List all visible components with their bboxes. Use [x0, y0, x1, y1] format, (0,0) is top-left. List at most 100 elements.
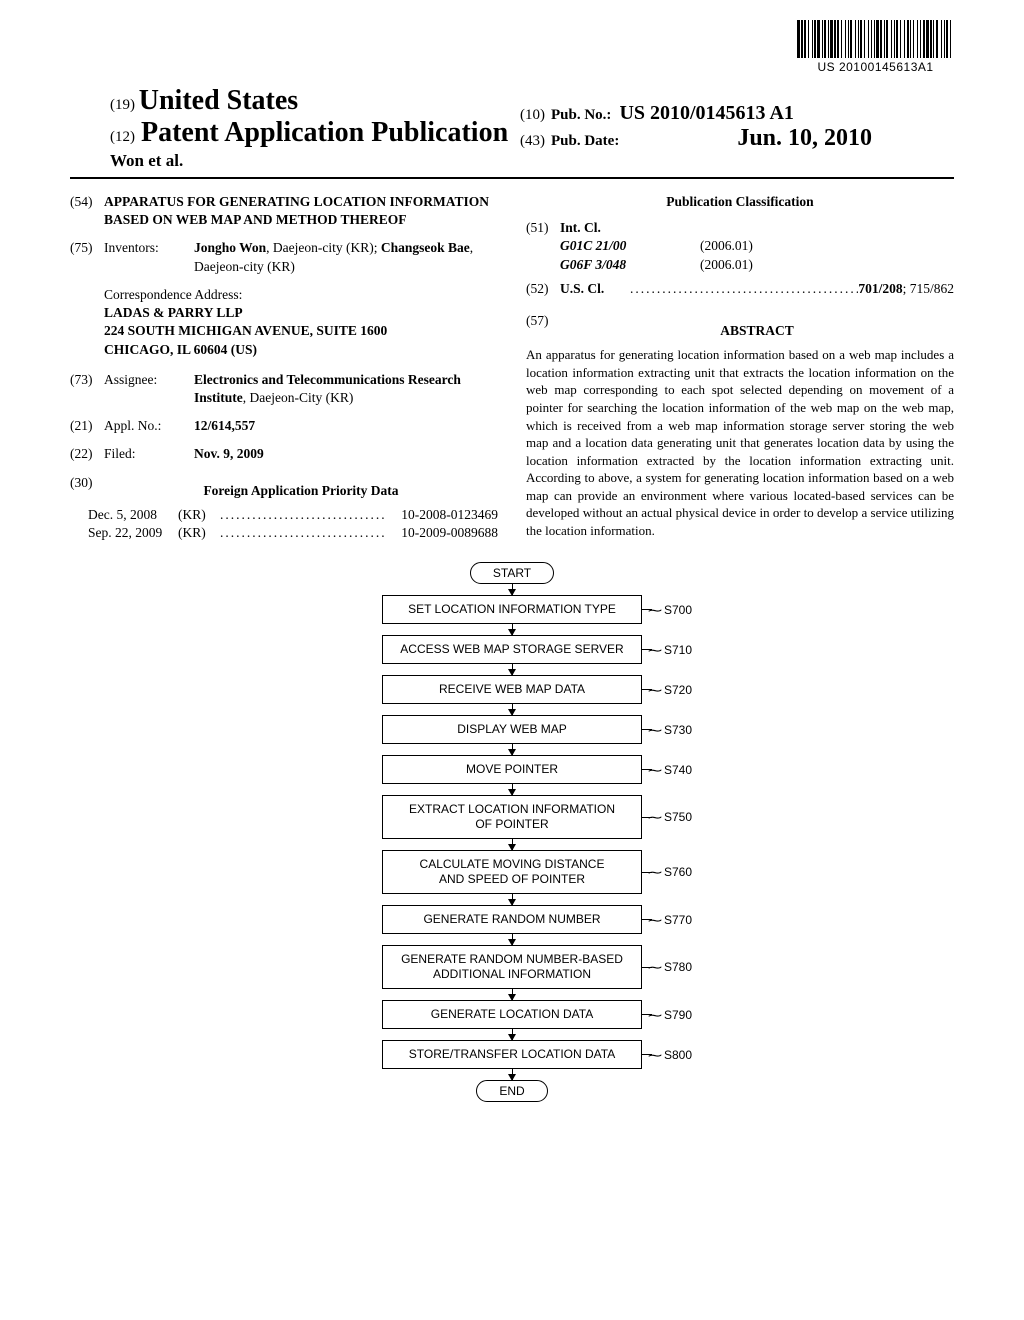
authors: Won et al.: [70, 151, 954, 171]
flow-arrow: [512, 1069, 513, 1080]
flow-terminal: END: [476, 1080, 547, 1102]
intcl-block: G01C 21/00(2006.01)G06F 3/048(2006.01): [560, 237, 954, 273]
flow-step-row: GENERATE LOCATION DATA ⁓S790: [282, 1000, 742, 1029]
flow-terminal: START: [470, 562, 554, 584]
code-54: (54): [70, 193, 104, 229]
flowchart: START SET LOCATION INFORMATION TYPE ⁓S700 A…: [70, 562, 954, 1102]
flow-step-box: RECEIVE WEB MAP DATA: [382, 675, 642, 704]
code-75: (75): [70, 239, 104, 275]
code-30: (30): [70, 474, 104, 506]
flow-step-box: MOVE POINTER: [382, 755, 642, 784]
flow-step-label: ⁓S730: [648, 723, 692, 737]
applno-value: 12/614,557: [194, 417, 498, 435]
flow-step-label: ⁓S760: [648, 865, 692, 879]
flow-step-box: GENERATE LOCATION DATA: [382, 1000, 642, 1029]
code-52: (52): [526, 280, 560, 298]
code-21: (21): [70, 417, 104, 435]
pub-date-label: Pub. Date:: [551, 133, 619, 150]
flow-step-row: STORE/TRANSFER LOCATION DATA ⁓S800: [282, 1040, 742, 1069]
correspondence-address: Correspondence Address: LADAS & PARRY LL…: [104, 286, 498, 359]
flow-step-label: ⁓S720: [648, 683, 692, 697]
header-right: (10) Pub. No.: US 2010/0145613 A1 (43) P…: [520, 102, 872, 152]
flow-step-row: SET LOCATION INFORMATION TYPE ⁓S700: [282, 595, 742, 624]
code-10: (10): [520, 107, 545, 124]
flow-step-box: SET LOCATION INFORMATION TYPE: [382, 595, 642, 624]
priority-header: Foreign Application Priority Data: [104, 482, 498, 500]
intcl-row: G06F 3/048(2006.01): [560, 256, 954, 274]
flow-arrow: [512, 784, 513, 795]
flow-step-label: ⁓S790: [648, 1008, 692, 1022]
code-19: (19): [110, 97, 135, 113]
pub-class-header: Publication Classification: [526, 193, 954, 211]
intcl-label: Int. Cl.: [560, 219, 601, 237]
flow-step-row: CALCULATE MOVING DISTANCEAND SPEED OF PO…: [282, 850, 742, 894]
corr-name: LADAS & PARRY LLP: [104, 304, 498, 322]
invention-title: APPARATUS FOR GENERATING LOCATION INFORM…: [104, 193, 498, 229]
left-column: (54) APPARATUS FOR GENERATING LOCATION I…: [70, 193, 498, 542]
corr-city: CHICAGO, IL 60604 (US): [104, 341, 498, 359]
pub-no-label: Pub. No.:: [551, 107, 611, 124]
flow-step-row: RECEIVE WEB MAP DATA ⁓S720: [282, 675, 742, 704]
flow-arrow: [512, 744, 513, 755]
flow-step-label: ⁓S740: [648, 763, 692, 777]
flow-step-box: ACCESS WEB MAP STORAGE SERVER: [382, 635, 642, 664]
flow-step-row: ACCESS WEB MAP STORAGE SERVER ⁓S710: [282, 635, 742, 664]
flow-step-row: GENERATE RANDOM NUMBER ⁓S770: [282, 905, 742, 934]
flow-step-label: ⁓S770: [648, 913, 692, 927]
code-51: (51): [526, 219, 560, 237]
code-22: (22): [70, 445, 104, 463]
uscl-label: U.S. Cl.: [560, 280, 630, 298]
code-43: (43): [520, 133, 545, 150]
flow-step-box: EXTRACT LOCATION INFORMATIONOF POINTER: [382, 795, 642, 839]
priority-data: Dec. 5, 2008(KR)........................…: [70, 506, 498, 542]
code-57: (57): [526, 312, 560, 346]
corr-label: Correspondence Address:: [104, 286, 498, 304]
flow-step-box: DISPLAY WEB MAP: [382, 715, 642, 744]
pub-no-value: US 2010/0145613 A1: [619, 102, 793, 125]
assignee-label: Assignee:: [104, 371, 194, 407]
flow-step-row: EXTRACT LOCATION INFORMATIONOF POINTER ⁓S…: [282, 795, 742, 839]
flow-step-row: MOVE POINTER ⁓S740: [282, 755, 742, 784]
inventors-value: Jongho Won, Daejeon-city (KR); Changseok…: [194, 239, 498, 275]
inventors-label: Inventors:: [104, 239, 194, 275]
filed-value: Nov. 9, 2009: [194, 445, 498, 463]
publication-type: Patent Application Publication: [141, 117, 508, 149]
flow-step-label: ⁓S700: [648, 603, 692, 617]
divider: [70, 177, 954, 179]
abstract-text: An apparatus for generating location inf…: [526, 346, 954, 539]
code-73: (73): [70, 371, 104, 407]
uscl-dots: ........................................…: [630, 280, 858, 298]
barcode-graphic: [797, 20, 954, 58]
flow-step-box: GENERATE RANDOM NUMBER: [382, 905, 642, 934]
biblio-columns: (54) APPARATUS FOR GENERATING LOCATION I…: [70, 193, 954, 542]
pub-date-value: Jun. 10, 2010: [737, 125, 872, 152]
flow-step-row: DISPLAY WEB MAP ⁓S730: [282, 715, 742, 744]
flow-arrow: [512, 839, 513, 850]
flow-step-label: ⁓S710: [648, 643, 692, 657]
code-12: (12): [110, 129, 135, 146]
flow-step-label: ⁓S800: [648, 1048, 692, 1062]
barcode-region: US 20100145613A1: [797, 20, 954, 74]
country: United States: [139, 85, 298, 116]
flow-arrow: [512, 664, 513, 675]
corr-street: 224 SOUTH MICHIGAN AVENUE, SUITE 1600: [104, 322, 498, 340]
abstract-header: ABSTRACT: [560, 322, 954, 340]
uscl-value: 701/208; 715/862: [858, 280, 954, 298]
flow-arrow: [512, 934, 513, 945]
intcl-row: G01C 21/00(2006.01): [560, 237, 954, 255]
right-column: Publication Classification (51) Int. Cl.…: [526, 193, 954, 542]
flow-arrow: [512, 584, 513, 595]
priority-row: Sep. 22, 2009(KR).......................…: [88, 524, 498, 542]
filed-label: Filed:: [104, 445, 194, 463]
flow-arrow: [512, 704, 513, 715]
applno-label: Appl. No.:: [104, 417, 194, 435]
flow-step-box: STORE/TRANSFER LOCATION DATA: [382, 1040, 642, 1069]
flow-step-box: GENERATE RANDOM NUMBER-BASEDADDITIONAL I…: [382, 945, 642, 989]
flow-arrow: [512, 894, 513, 905]
flow-step-label: ⁓S780: [648, 960, 692, 974]
flow-arrow: [512, 989, 513, 1000]
flow-step-label: ⁓S750: [648, 810, 692, 824]
assignee-value: Electronics and Telecommunications Resea…: [194, 371, 498, 407]
flow-arrow: [512, 624, 513, 635]
barcode-text: US 20100145613A1: [797, 60, 954, 74]
